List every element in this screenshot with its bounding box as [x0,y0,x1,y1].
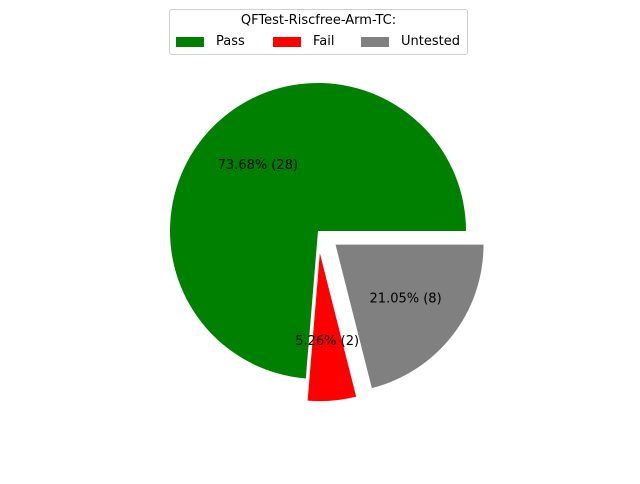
pie-label-pass: 73.68% (28) [218,158,298,173]
legend-label-fail: Fail [313,34,335,49]
pie-label-untested: 21.05% (8) [370,292,442,307]
legend-title: QFTest-Riscfree-Arm-TC: [240,13,397,28]
legend-swatch-fail [273,37,301,47]
labels-layer: 73.68% (28) 5.26% (2) 21.05% (8) [218,158,442,349]
pie-label-fail: 5.26% (2) [295,334,359,349]
legend-label-untested: Untested [401,34,460,49]
pie-slice-fail [307,253,357,402]
legend-swatch-untested [361,37,389,47]
slices-layer [170,83,484,402]
legend-swatch-pass [176,37,204,47]
pie-slice-untested [335,244,484,389]
legend-label-pass: Pass [216,34,245,49]
pie-slice-pass [170,83,466,379]
legend: QFTest-Riscfree-Arm-TC: Pass Fail Untest… [169,9,468,55]
